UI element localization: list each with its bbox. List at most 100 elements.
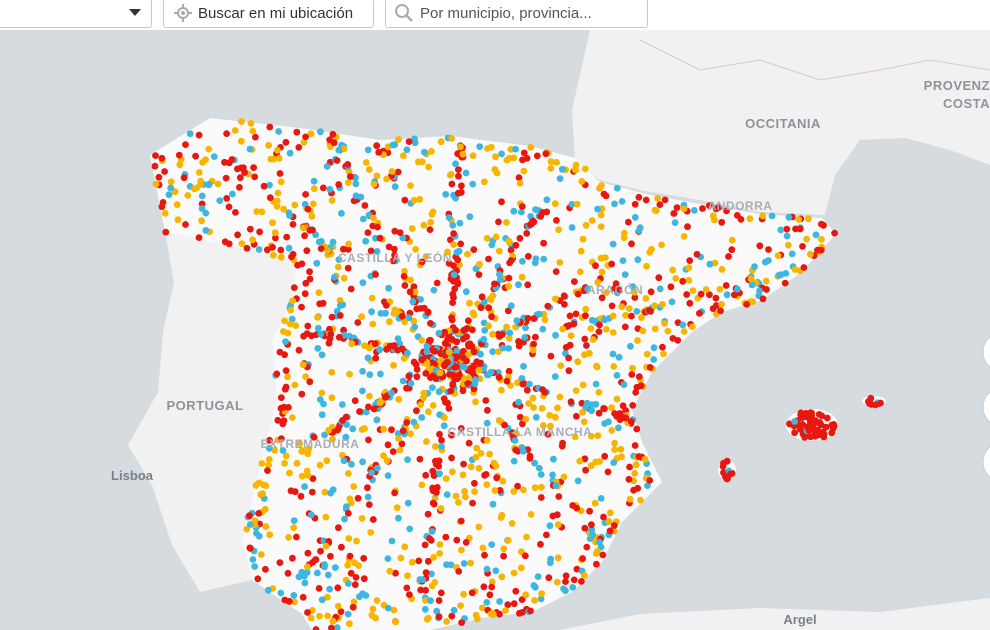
station-dot [610, 522, 618, 529]
fuel-dropdown[interactable] [0, 0, 152, 28]
station-dot [558, 165, 566, 173]
station-dot [328, 197, 336, 204]
station-dot [289, 221, 297, 228]
station-dot [488, 578, 496, 586]
station-dot [734, 285, 741, 293]
station-dot [515, 398, 522, 406]
station-dot [251, 517, 259, 525]
station-dot [403, 146, 411, 154]
station-dot [831, 229, 838, 237]
station-dot [625, 218, 632, 226]
station-dot [277, 405, 285, 412]
station-dot [615, 424, 622, 432]
station-dot [396, 446, 404, 454]
station-dot [420, 221, 428, 229]
station-dot [470, 246, 478, 254]
station-dot [426, 337, 433, 344]
station-dot [728, 246, 736, 254]
station-dot [313, 259, 321, 267]
locate-button[interactable] [982, 442, 990, 482]
station-dot [447, 236, 454, 244]
station-dot [712, 302, 720, 309]
station-dot [570, 576, 578, 584]
station-dot [318, 351, 326, 359]
station-dot [605, 518, 613, 526]
station-dot [384, 604, 392, 612]
station-dot [620, 234, 628, 242]
station-dot [554, 554, 562, 562]
station-dot [438, 443, 445, 450]
station-dot [520, 380, 528, 388]
search-icon [395, 4, 413, 22]
station-dot [302, 133, 309, 141]
station-dot [280, 205, 288, 213]
zoom-out-button[interactable] [982, 387, 990, 427]
station-dot [588, 401, 596, 408]
station-dot [370, 214, 377, 222]
station-dot [392, 618, 400, 626]
station-dot [491, 280, 498, 288]
station-dot [601, 405, 608, 413]
station-dot [541, 316, 549, 324]
station-dot [799, 243, 806, 250]
station-dot [498, 386, 505, 394]
station-dot [293, 459, 301, 467]
station-dot [466, 213, 474, 221]
station-dot [532, 255, 540, 263]
station-dot [330, 139, 338, 147]
station-dot [405, 372, 413, 380]
station-dot [491, 487, 499, 494]
station-dot [592, 262, 599, 270]
station-dot [312, 556, 320, 563]
station-dot [241, 168, 248, 176]
station-dot [487, 368, 495, 376]
station-dot [369, 516, 377, 523]
location-button[interactable]: Buscar en mi ubicación [163, 0, 374, 28]
station-dot [615, 286, 623, 294]
station-dot [408, 558, 416, 566]
station-dots [151, 118, 884, 630]
station-dot [510, 457, 518, 465]
station-dot [568, 224, 576, 231]
station-dot [486, 591, 494, 599]
station-dot [557, 362, 565, 369]
station-dot [345, 580, 352, 587]
zoom-in-button[interactable] [982, 332, 990, 372]
station-dot [225, 240, 233, 248]
station-dot [214, 180, 222, 188]
station-dot [373, 597, 381, 604]
station-dot [609, 329, 617, 336]
station-dot [554, 404, 561, 412]
station-dot [418, 258, 426, 266]
station-dot [404, 456, 411, 463]
station-dot [394, 168, 402, 176]
station-dot [697, 290, 705, 298]
station-dot [562, 344, 570, 351]
station-dot [628, 240, 635, 248]
station-dot [477, 304, 485, 312]
station-dot [554, 521, 562, 529]
station-dot [262, 482, 270, 489]
station-dot [358, 426, 366, 433]
station-dot [469, 180, 477, 188]
station-dot [672, 275, 680, 282]
station-dot [552, 331, 559, 339]
station-dot [450, 271, 458, 279]
station-dot [532, 206, 539, 214]
station-dot [352, 174, 359, 182]
station-dot [631, 442, 639, 449]
station-dot [293, 533, 300, 541]
station-dot [422, 569, 430, 576]
station-dot [385, 284, 392, 292]
station-dot [290, 524, 298, 532]
station-dot [416, 455, 424, 463]
search-input[interactable]: Por municipio, provincia... [385, 0, 648, 28]
map-label: OCCITANIA [745, 116, 821, 131]
station-dot [805, 426, 813, 434]
station-dot [306, 226, 314, 234]
station-dot [270, 251, 277, 259]
station-dot [661, 320, 668, 327]
station-dot [398, 440, 406, 448]
station-dot [341, 331, 348, 339]
station-dot [574, 358, 582, 366]
